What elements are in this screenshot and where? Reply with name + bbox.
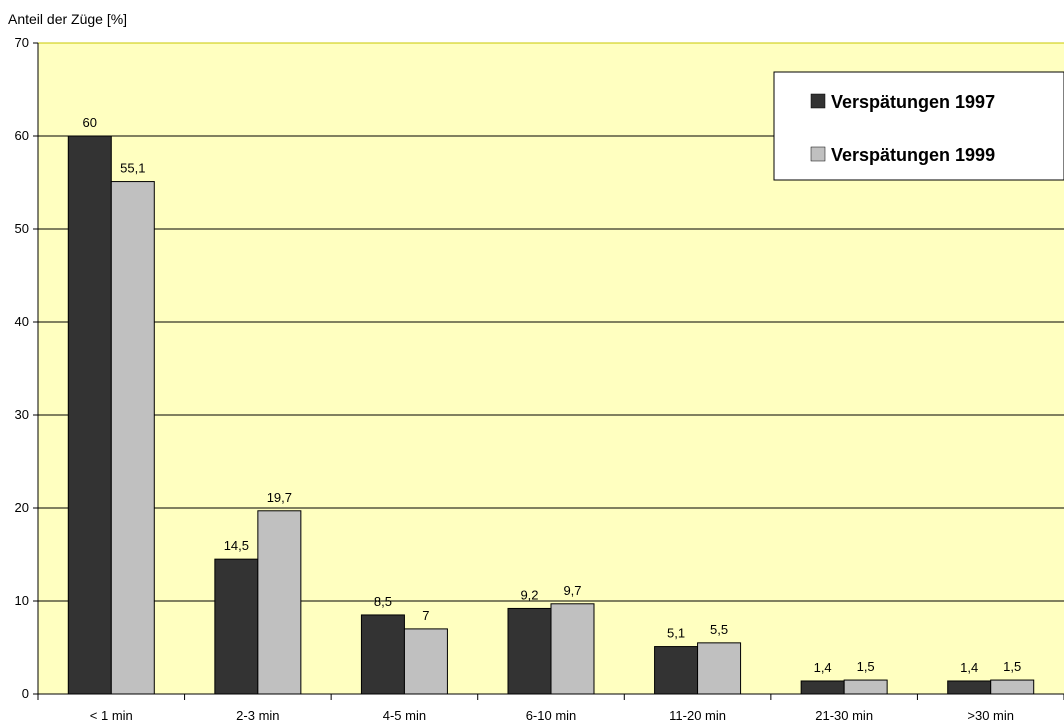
y-tick-label: 50	[15, 221, 29, 236]
y-tick-label: 0	[22, 686, 29, 701]
data-label: 5,5	[710, 622, 728, 637]
x-category-label: 21-30 min	[815, 708, 873, 723]
bar-1999	[110, 181, 155, 695]
x-axis-labels: < 1 min 2-3 min 4-5 min 6-10 min 11-20 min 21…	[37, 694, 1064, 723]
data-label: 1,5	[1003, 659, 1021, 674]
bar-1997	[947, 680, 992, 695]
y-tick-label: 60	[15, 128, 29, 143]
legend-swatch-1997	[810, 93, 826, 109]
bar-1999	[403, 628, 448, 695]
bar-1999	[257, 510, 302, 695]
y-tick-label: 40	[15, 314, 29, 329]
y-axis-ticks: 0 10 20 30 40 50 60 70	[15, 35, 38, 701]
data-label: 5,1	[667, 626, 685, 641]
y-axis-title: Anteil der Züge [%]	[8, 11, 127, 27]
legend-swatch-1999	[810, 146, 826, 162]
y-tick-label: 30	[15, 407, 29, 422]
y-tick-label: 20	[15, 500, 29, 515]
bar-1999	[697, 642, 742, 695]
data-label: 19,7	[267, 490, 292, 505]
data-label: 55,1	[120, 161, 145, 176]
y-tick-label: 10	[15, 593, 29, 608]
bar-1997	[214, 558, 259, 695]
bar-1997	[360, 614, 405, 695]
bar-1997	[654, 646, 699, 695]
x-category-label: < 1 min	[90, 708, 133, 723]
bar-1999	[550, 603, 595, 695]
x-category-label: 2-3 min	[236, 708, 279, 723]
bar-1997	[67, 135, 112, 695]
x-category-label: 6-10 min	[526, 708, 577, 723]
data-label: 7	[422, 608, 429, 623]
legend-box	[773, 71, 1064, 181]
legend: Verspätungen 1997 Verspätungen 1999	[773, 71, 1064, 181]
bar-1999	[990, 679, 1035, 695]
bar-1999	[843, 679, 888, 695]
legend-label-1999: Verspätungen 1999	[831, 145, 995, 165]
data-label: 9,7	[563, 583, 581, 598]
legend-label-1997: Verspätungen 1997	[831, 92, 995, 112]
data-label: 14,5	[224, 538, 249, 553]
data-labels: 60 55,1 14,5 19,7 8,5 7 9,2 9,7 5,1 5,5 1,4 1,5 1,4 1…	[83, 115, 1022, 675]
x-category-label: 11-20 min	[669, 708, 726, 723]
data-label: 1,4	[814, 660, 832, 675]
x-category-label: 4-5 min	[383, 708, 426, 723]
data-label: 1,4	[960, 660, 978, 675]
data-label: 8,5	[374, 594, 392, 609]
bar-1997	[800, 680, 845, 695]
bars	[67, 135, 1035, 695]
data-label: 9,2	[520, 587, 538, 602]
y-tick-label: 70	[15, 35, 29, 50]
x-category-label: >30 min	[967, 708, 1014, 723]
bar-1997	[507, 607, 552, 695]
data-label: 1,5	[857, 659, 875, 674]
data-label: 60	[83, 115, 97, 130]
